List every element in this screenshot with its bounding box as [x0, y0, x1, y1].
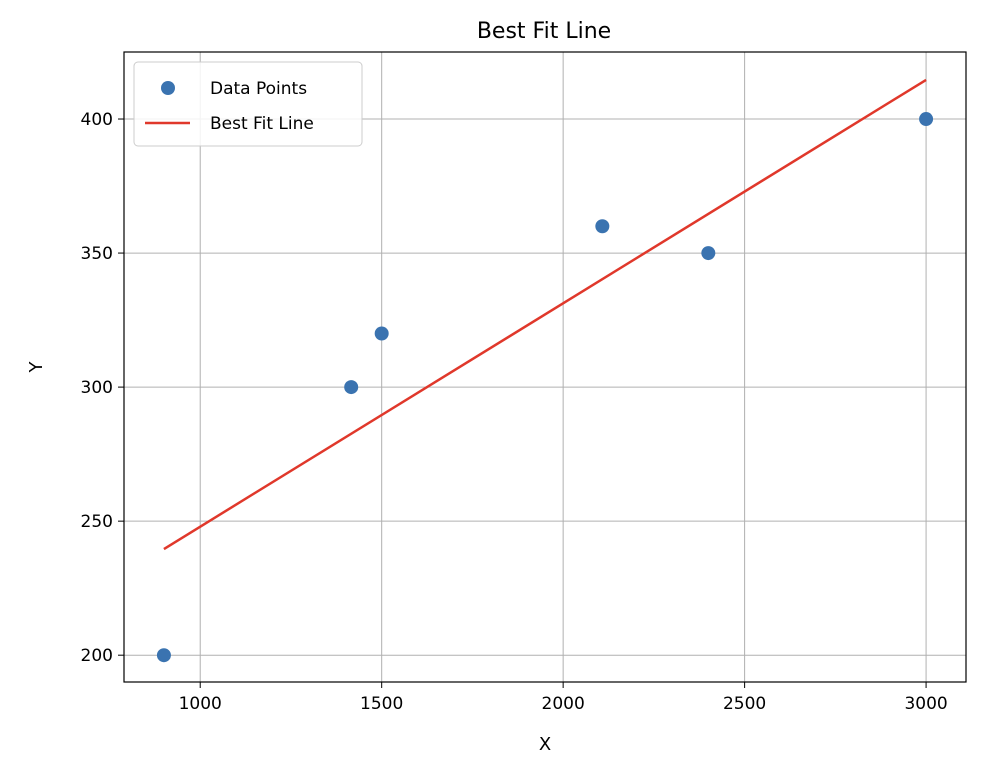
y-tick-label: 350 [81, 244, 113, 264]
y-tick-label: 400 [81, 110, 113, 130]
y-tick-label: 250 [81, 512, 113, 532]
x-tick-label: 1500 [360, 694, 403, 714]
y-tick-label: 300 [81, 378, 113, 398]
data-point [701, 246, 716, 261]
data-point [156, 648, 171, 663]
legend-label-data-points: Data Points [210, 79, 307, 99]
grid [124, 52, 966, 682]
data-point [919, 112, 934, 127]
data-point [595, 219, 610, 234]
axis-ticks: 1000 1500 2000 2500 3000 200 250 300 350 400 [81, 110, 948, 714]
x-tick-label: 3000 [904, 694, 947, 714]
x-axis-label: X [539, 734, 551, 755]
x-tick-label: 2000 [542, 694, 585, 714]
x-tick-label: 1000 [179, 694, 222, 714]
data-point [374, 326, 389, 341]
series-line-layer [163, 78, 927, 551]
legend: Data Points Best Fit Line [133, 61, 363, 147]
data-point [344, 380, 359, 395]
x-tick-label: 2500 [723, 694, 766, 714]
chart-title: Best Fit Line [477, 19, 611, 44]
plot-area [123, 51, 967, 683]
y-tick-label: 200 [81, 646, 113, 666]
series-point-layer [156, 112, 934, 663]
legend-label-best-fit-line: Best Fit Line [210, 114, 314, 134]
legend-box [133, 61, 363, 147]
best-fit-line [163, 78, 927, 551]
y-axis-label: Y [26, 361, 47, 374]
legend-marker-data-points [161, 81, 175, 95]
